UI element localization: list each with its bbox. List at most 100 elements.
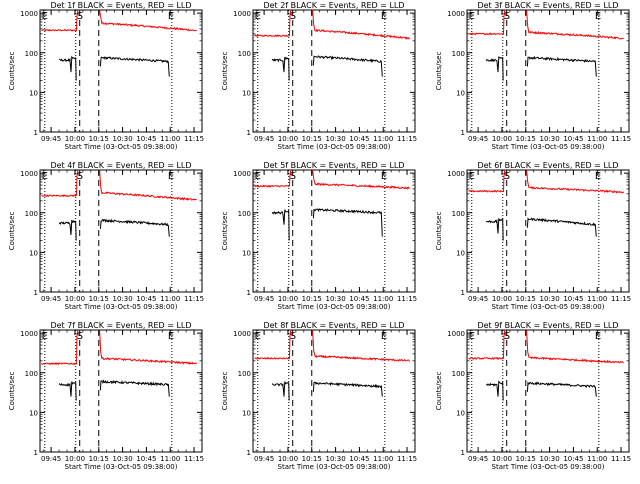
marker-s: S [77, 11, 83, 22]
x-axis-label: Start Time (03-Oct-05 09:38:00) [278, 303, 391, 311]
events-series-line [271, 56, 290, 81]
y-tick-label: 1 [461, 129, 465, 137]
x-tick-label: 11:00 [160, 455, 180, 463]
chart-title: Det 5f BLACK = Events, RED = LLD [263, 161, 404, 170]
x-tick-label: 09:45 [41, 455, 61, 463]
y-axis-label: Counts/sec [435, 212, 443, 251]
lld-series-line [254, 329, 292, 360]
x-tick-label: 10:30 [112, 455, 132, 463]
x-axis-label: Start Time (03-Oct-05 09:38:00) [278, 463, 391, 471]
y-tick-label: 10 [456, 409, 465, 417]
marker-s: S [504, 11, 510, 22]
x-tick-label: 10:00 [278, 135, 298, 143]
x-tick-label: 11:15 [184, 135, 204, 143]
events-series-line [59, 55, 77, 81]
x-axis-label: Start Time (03-Oct-05 09:38:00) [278, 143, 391, 151]
x-tick-label: 11:15 [611, 295, 631, 303]
y-axis-label: Counts/sec [221, 52, 229, 91]
chart-panel-2: Det 2f BLACK = Events, RED = LLD 1 10 100 10… [221, 1, 417, 151]
x-tick-label: 10:15 [302, 455, 322, 463]
x-tick-label: 10:30 [539, 135, 559, 143]
y-tick-label: 1000 [233, 10, 251, 18]
x-tick-label: 10:15 [89, 295, 109, 303]
x-tick-label: 10:15 [516, 135, 536, 143]
marker-s: S [504, 331, 510, 342]
events-series-line [486, 218, 504, 241]
x-tick-label: 11:15 [397, 295, 417, 303]
chart-panel-6: Det 6f BLACK = Events, RED = LLD 1 10 100 10… [435, 161, 631, 311]
events-series-line [485, 55, 504, 81]
x-tick-label: 10:00 [278, 295, 298, 303]
x-tick-label: 10:45 [563, 455, 583, 463]
x-tick-label: 10:30 [325, 455, 345, 463]
y-tick-label: 1000 [233, 170, 251, 178]
x-tick-label: 10:00 [65, 455, 85, 463]
x-tick-label: 10:15 [516, 455, 536, 463]
y-axis-label: Counts/sec [435, 372, 443, 411]
x-tick-label: 10:15 [302, 135, 322, 143]
y-tick-label: 100 [238, 50, 251, 58]
x-tick-label: 11:00 [587, 455, 607, 463]
x-tick-label: 11:15 [397, 135, 417, 143]
plot-frame [252, 169, 416, 293]
x-axis-label: Start Time (03-Oct-05 09:38:00) [65, 463, 178, 471]
chart-panel-8: Det 8f BLACK = Events, RED = LLD 1 10 100 10… [221, 321, 417, 471]
marker-e-start: E [469, 331, 475, 342]
lld-series-line [526, 169, 625, 194]
chart-panel-9: Det 9f BLACK = Events, RED = LLD 1 10 100 10… [435, 321, 631, 471]
lld-series-line [468, 329, 506, 361]
plot-frame [39, 169, 203, 293]
marker-s: S [290, 331, 296, 342]
x-tick-label: 10:00 [278, 455, 298, 463]
x-tick-label: 10:45 [349, 135, 369, 143]
events-series-line [526, 217, 597, 237]
x-tick-label: 10:30 [325, 135, 345, 143]
x-tick-label: 10:45 [563, 295, 583, 303]
x-tick-label: 11:15 [184, 455, 204, 463]
events-series-line [99, 379, 170, 397]
y-tick-label: 1000 [447, 10, 465, 18]
chart-title: Det 2f BLACK = Events, RED = LLD [263, 1, 404, 10]
x-tick-label: 11:00 [587, 135, 607, 143]
x-tick-label: 11:00 [160, 295, 180, 303]
y-tick-label: 1 [461, 449, 465, 457]
x-tick-label: 10:45 [349, 455, 369, 463]
marker-e-end: E [381, 11, 387, 22]
marker-e-end: E [595, 331, 601, 342]
chart-panel-1: Det 1f BLACK = Events, RED = LLD 1 10 100 10… [8, 1, 204, 151]
marker-e-start: E [255, 331, 261, 342]
x-tick-label: 09:45 [254, 455, 274, 463]
events-series-line [99, 56, 170, 77]
y-tick-label: 10 [29, 249, 38, 257]
x-tick-label: 10:00 [492, 135, 512, 143]
events-series-line [58, 381, 77, 401]
x-tick-label: 11:00 [373, 455, 393, 463]
x-tick-label: 10:15 [89, 455, 109, 463]
events-series-line [99, 218, 170, 237]
marker-s: S [77, 171, 83, 182]
x-tick-label: 09:45 [468, 135, 488, 143]
plot-frame [252, 329, 416, 453]
x-tick-label: 10:30 [539, 295, 559, 303]
marker-e-end: E [168, 171, 174, 182]
events-series-line [312, 381, 383, 397]
y-tick-label: 1 [461, 289, 465, 297]
x-tick-label: 10:30 [112, 295, 132, 303]
lld-series-line [99, 9, 197, 32]
y-axis-label: Counts/sec [8, 52, 16, 91]
x-tick-label: 10:45 [136, 455, 156, 463]
x-tick-label: 09:45 [41, 135, 61, 143]
marker-e-end: E [381, 171, 387, 182]
lld-series-line [41, 329, 79, 366]
lld-series-line [312, 9, 410, 40]
y-tick-label: 1 [34, 449, 38, 457]
y-tick-label: 100 [25, 370, 38, 378]
y-axis-label: Counts/sec [8, 212, 16, 251]
x-tick-label: 09:45 [254, 135, 274, 143]
x-tick-label: 10:15 [516, 295, 536, 303]
lld-series-line [526, 9, 624, 40]
lld-series-line [41, 9, 79, 32]
events-series-line [526, 55, 597, 77]
events-series-line [312, 208, 383, 237]
